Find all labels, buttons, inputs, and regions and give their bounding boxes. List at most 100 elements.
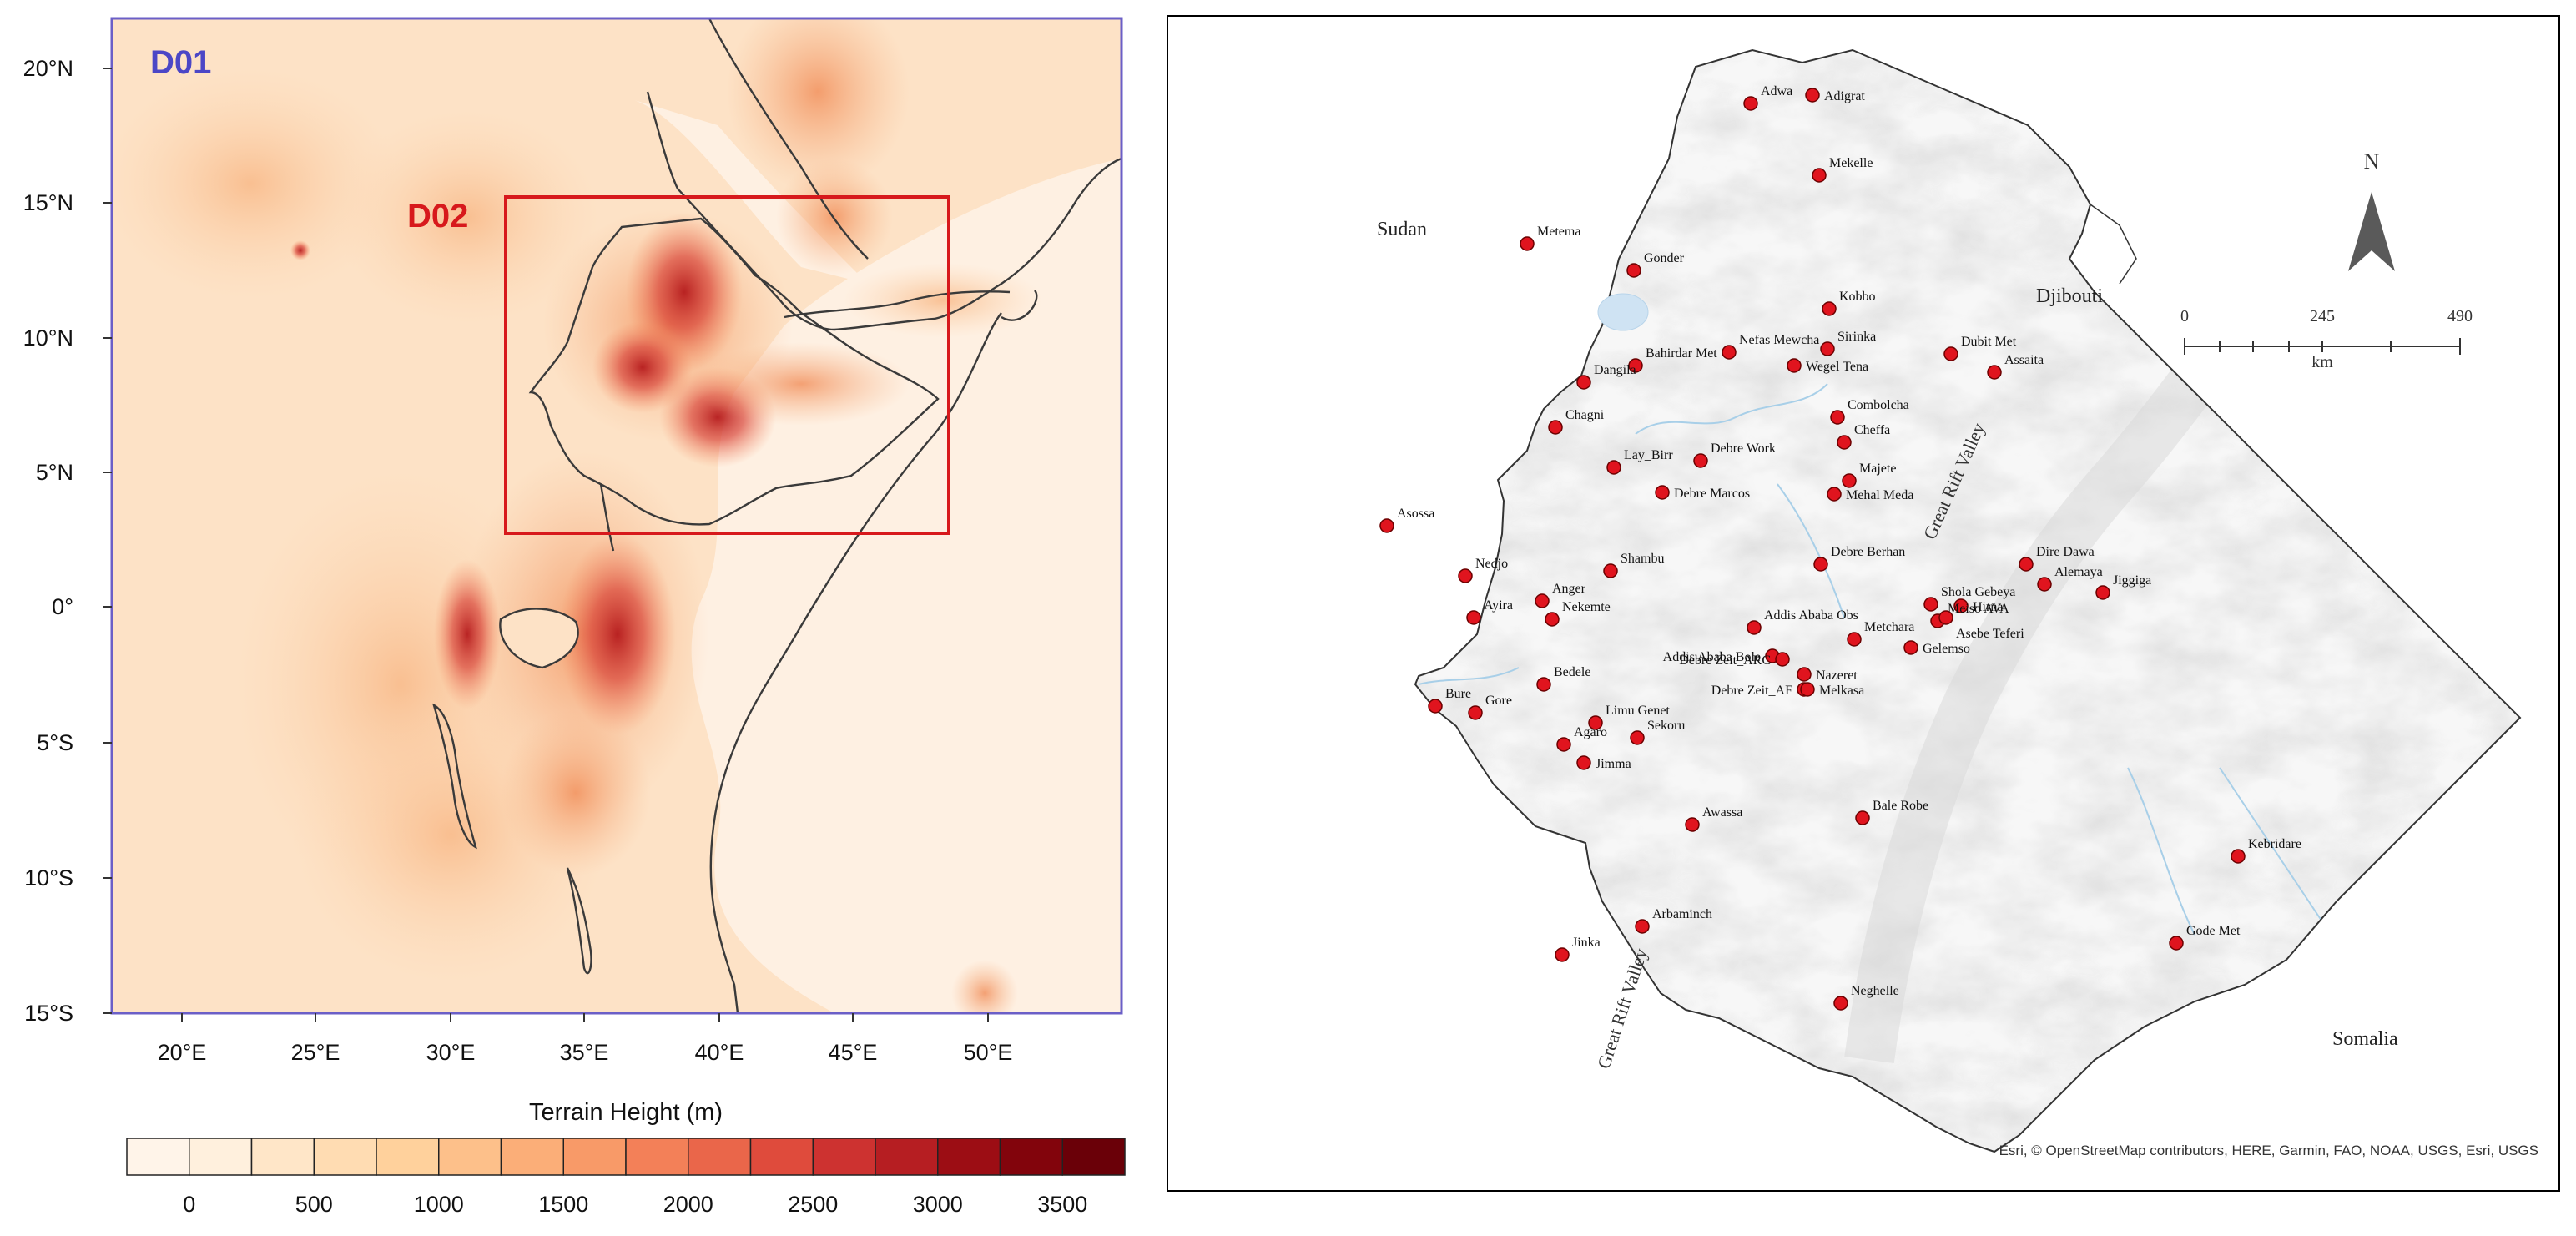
station-label: Sirinka [1837,330,1876,344]
station-label: Hirna [1973,600,2003,614]
station-label: Arbaminch [1652,907,1712,921]
station-label: Neghelle [1851,984,1899,998]
station-marker: Melkasa [1800,682,1864,698]
station-dot-icon [1535,593,1550,608]
lake-victoria [499,608,579,669]
country-label-djibouti: Djibouti [2036,285,2103,307]
station-label: Meiso AVA [1948,602,2009,616]
station-dot-icon [1630,730,1645,745]
station-marker: Awassa [1685,805,1742,832]
d02-box [504,195,950,535]
legend-title: Terrain Height (m) [529,1099,723,1126]
station-label: Debre Berhan [1831,545,1905,559]
d01-label: D01 [150,44,211,81]
station-dot-icon [1775,652,1790,667]
station-dot-icon [1820,341,1835,356]
lon-tick-label: 20°E [158,1040,207,1065]
station-label: Addis Ababa Bole [1663,650,1761,664]
station-marker: Limu Genet [1588,704,1670,730]
station-marker: Alemaya [2037,565,2103,592]
station-marker: Anger [1535,582,1586,608]
station-label: Jiggiga [2113,573,2151,588]
station-marker: Arbaminch [1635,907,1712,934]
colorbar-label: 2500 [788,1192,838,1217]
colorbar-label: 500 [295,1192,333,1217]
station-marker: Bale Robe [1855,799,1928,825]
station-label: Debre Zeit_ARC [1679,653,1771,668]
station-label: Alemaya [2054,565,2103,579]
latitude-axis [103,68,112,1014]
colorbar-swatch [562,1138,627,1176]
station-label: Assaita [2004,353,2044,367]
station-marker: Chagni [1548,408,1605,435]
station-label: Sekoru [1647,719,1685,733]
colorbar-label: 3000 [913,1192,963,1217]
lat-tick-label: 10°N [23,325,73,351]
station-marker: Majete [1842,462,1896,488]
station-marker: Nekemte [1545,600,1611,627]
colorbar-swatch [500,1138,564,1176]
colorbar-label: 1500 [538,1192,588,1217]
station-label: Gode Met [2186,924,2241,938]
station-label: Jinka [1572,936,1601,950]
colorbar-label: 3500 [1037,1192,1087,1217]
lake-tanganyika [432,703,477,850]
colorbar-swatch [812,1138,876,1176]
station-dot-icon [1830,410,1845,425]
station-label: Bahirdar Met [1646,346,1717,361]
station-label: Adwa [1761,84,1792,98]
station-label: Gonder [1644,251,1685,265]
lon-tick-label: 45°E [829,1040,878,1065]
station-dot-icon [1628,358,1643,373]
station-dot-icon [1536,677,1551,692]
station-label: Wegel Tena [1806,360,1868,374]
station-label: Nazeret [1816,668,1858,683]
colorbar-swatch [999,1138,1063,1176]
station-label: Addis Ababa Obs [1764,608,1858,623]
station-label: Mekelle [1829,156,1873,170]
station-marker: Wegel Tena [1787,358,1868,374]
lon-tick-label: 25°E [291,1040,340,1065]
station-marker: Mehal Meda [1827,487,1913,502]
station-dot-icon [1685,817,1700,832]
colorbar-swatch [875,1138,939,1176]
station-label: Adigrat [1824,89,1865,103]
station-label: Agaro [1574,725,1607,739]
station-marker: Asossa [1379,507,1434,533]
station-label: Dangila [1594,363,1636,377]
station-marker: Bedele [1536,665,1590,692]
lat-tick-label: 5°N [36,460,73,485]
station-dot-icon [1655,485,1670,500]
station-label: Dubit Met [1961,335,2017,349]
station-dot-icon [1548,420,1563,435]
station-label: Jimma [1596,757,1631,771]
station-marker: Dire Dawa [2019,545,2095,572]
station-marker: Kobbo [1822,290,1876,316]
station-marker: Gore [1468,694,1512,720]
station-marker: Agaro [1556,725,1607,752]
station-marker: Dubit Met [1943,335,2017,361]
lat-tick-label: 15°N [23,190,73,215]
station-dot-icon [1556,737,1571,752]
station-label: Awassa [1702,805,1742,820]
station-dot-icon [1606,460,1621,475]
north-arrow-icon [2348,192,2395,271]
north-arrow: N [2348,149,2395,271]
colorbar-swatch [438,1138,502,1176]
station-label: Majete [1859,462,1896,476]
station-marker: Addis Ababa Obs [1747,608,1858,635]
station-label: Gelemso [1923,642,1970,656]
station-marker: Mekelle [1812,156,1873,183]
station-marker: Adigrat [1805,88,1865,103]
station-marker: Debre Work [1693,441,1776,468]
station-dot-icon [1743,96,1758,111]
station-label: Shola Gebeya [1941,585,2015,599]
station-label: Bedele [1554,665,1590,679]
station-dot-icon [1555,947,1570,962]
station-dot-icon [1797,667,1812,682]
scale-unit: km [2311,353,2333,371]
station-label: Nedjo [1475,557,1508,571]
station-marker: Gode Met [2169,924,2241,951]
station-dot-icon [1576,375,1591,390]
station-marker: Sirinka [1820,330,1876,356]
